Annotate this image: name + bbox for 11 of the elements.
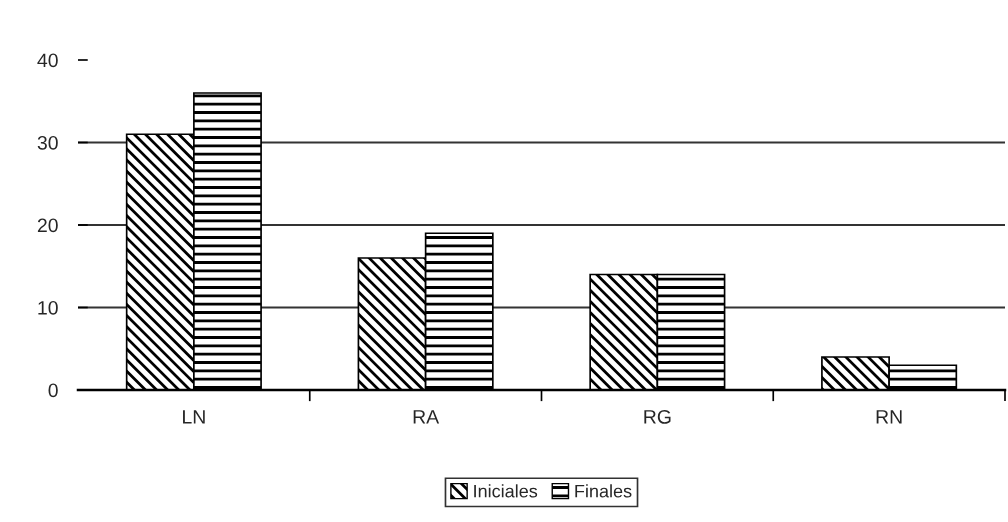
y-tick-label: 40 [37, 53, 58, 68]
y-tick-label: 20 [37, 218, 58, 233]
legend-label: Finales [575, 484, 632, 498]
y-tick-label: 10 [38, 300, 58, 315]
x-tick-label: LN [183, 410, 205, 424]
y-tick-label: 0 [48, 383, 58, 398]
x-tick-label: RA [413, 410, 440, 424]
y-tick-label: 30 [37, 135, 58, 150]
x-tick-label: RN [876, 410, 902, 424]
legend-label: Iniciales [474, 484, 538, 498]
x-tick-label: RG [644, 409, 671, 424]
